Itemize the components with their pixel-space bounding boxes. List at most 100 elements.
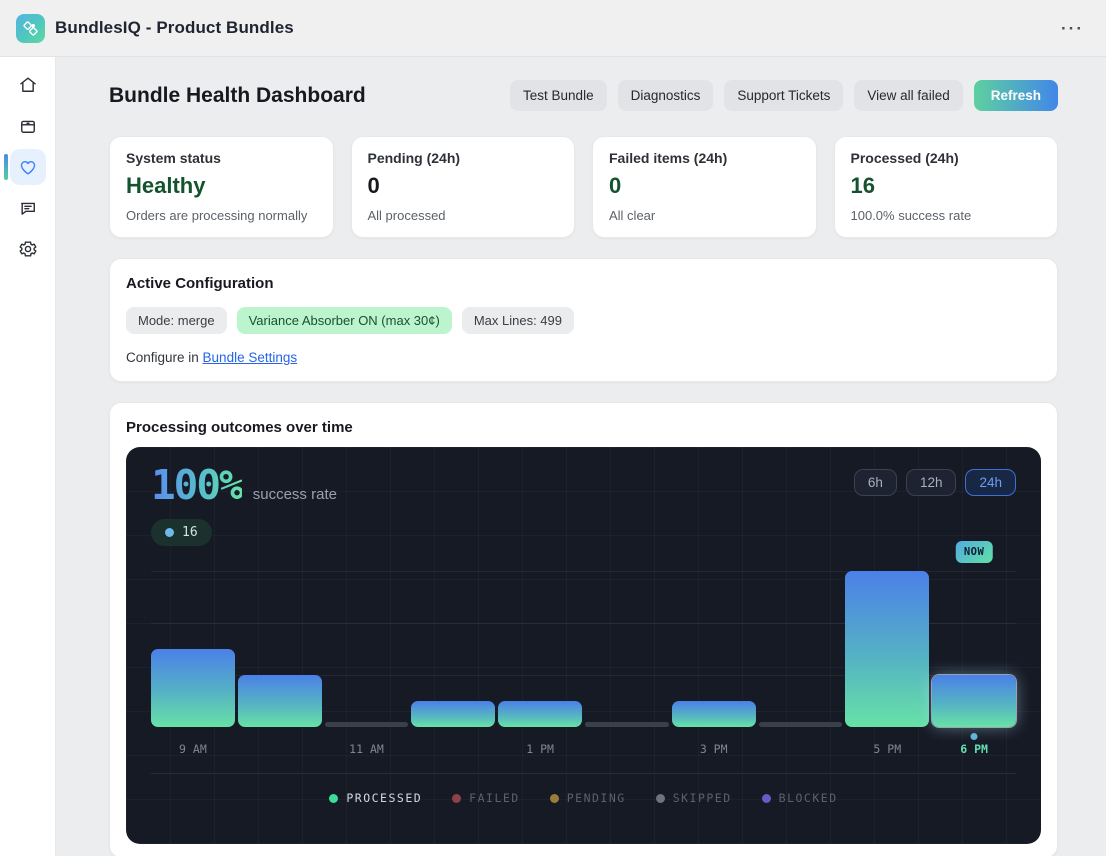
brand: BundlesIQ - Product Bundles [16, 13, 294, 43]
sidebar-item-home[interactable] [10, 67, 46, 103]
status-card: Failed items (24h) 0 All clear [592, 136, 817, 238]
stat-label: Pending (24h) [367, 150, 461, 166]
legend-label: FAILED [469, 791, 520, 805]
view-all-failed-button[interactable]: View all failed [854, 80, 963, 111]
status-card: System status Healthy Orders are processin… [109, 136, 334, 238]
bar-slot [584, 567, 669, 727]
range-button-24h[interactable]: 24h [965, 469, 1016, 496]
status-card: Pending (24h) 0 All processed [350, 136, 575, 238]
configure-prefix: Configure in [126, 350, 203, 365]
messages-icon [18, 198, 38, 218]
bar-6pm[interactable] [932, 675, 1016, 727]
status-cards: System status Healthy Orders are processin… [109, 136, 1058, 238]
processed-count-badge: 16 [151, 519, 212, 546]
sidebar-item-settings[interactable] [10, 231, 46, 267]
configure-note: Configure in Bundle Settings [126, 350, 1041, 365]
test-bundle-button[interactable]: Test Bundle [510, 80, 607, 111]
x-tick-label: 6 PM [960, 742, 988, 756]
now-badge: NOW [955, 541, 993, 563]
home-icon [18, 75, 38, 95]
legend-item-blocked[interactable]: BLOCKED [761, 791, 838, 805]
bar-11am [324, 722, 409, 727]
config-badges: Mode: merge Variance Absorber ON (max 30¢… [126, 307, 1041, 334]
bar-chart: NOW 9 AM 11 AM 1 PM 3 PM 5 PM 6 PM [151, 541, 1016, 756]
legend-dot-icon [329, 793, 339, 803]
bar-slot [411, 567, 496, 727]
legend-dot-icon [549, 793, 559, 803]
stat-subtext: All processed [367, 208, 446, 223]
legend-item-pending[interactable]: PENDING [549, 791, 626, 805]
range-button-12h[interactable]: 12h [905, 469, 957, 496]
x-tick-label [759, 742, 843, 756]
x-tick-label: 9 AM [179, 742, 207, 756]
legend-label: PROCESSED [346, 791, 423, 805]
app-header: BundlesIQ - Product Bundles ··· [0, 0, 1106, 57]
legend-divider [151, 773, 1016, 774]
support-tickets-button[interactable]: Support Tickets [724, 80, 844, 111]
bar-9am[interactable] [151, 649, 235, 727]
x-tick-label [411, 742, 495, 756]
bar-5pm[interactable] [845, 571, 930, 727]
bar-slot [845, 567, 930, 727]
page-actions: Test Bundle Diagnostics Support Tickets Vie… [510, 80, 1058, 111]
refresh-button[interactable]: Refresh [973, 80, 1058, 111]
status-card: Processed (24h) 16 100.0% success rate [833, 136, 1058, 238]
config-badge: Variance Absorber ON (max 30¢) [236, 307, 452, 334]
legend-label: PENDING [566, 791, 626, 805]
success-rate-label: success rate [252, 486, 337, 503]
current-hour-dot [970, 733, 978, 740]
app-logo-icon [16, 13, 45, 43]
bar-12pm[interactable] [411, 701, 496, 727]
legend-item-failed[interactable]: FAILED [452, 791, 520, 805]
bar-slot [237, 567, 322, 727]
stat-value: 0 [367, 173, 380, 198]
bar-2pm [584, 722, 669, 727]
main-content: Bundle Health Dashboard Test Bundle Diagn… [56, 57, 1106, 856]
stat-value: 16 [850, 173, 875, 198]
stat-label: System status [126, 150, 221, 166]
bundle-health-icon [18, 157, 38, 177]
x-tick-label: 1 PM [526, 742, 554, 756]
success-rate: 100% success rate [151, 465, 337, 506]
count-value: 16 [182, 525, 198, 540]
legend-label: SKIPPED [672, 791, 732, 805]
config-badge: Mode: merge [126, 307, 227, 334]
bar-slot [151, 567, 235, 727]
stat-subtext: 100.0% success rate [850, 208, 972, 223]
x-tick-label [238, 742, 322, 756]
chart-panel: 100% success rate 6h 12h 24h 16 NOW 9 AM 11… [126, 447, 1041, 844]
bundle-settings-link[interactable]: Bundle Settings [202, 350, 298, 365]
settings-icon [18, 239, 38, 259]
stat-label: Processed (24h) [850, 150, 959, 166]
x-tick-label [585, 742, 669, 756]
page-title: Bundle Health Dashboard [109, 83, 366, 107]
stat-label: Failed items (24h) [609, 150, 728, 166]
x-tick-label: 3 PM [699, 742, 728, 756]
legend-dot-icon [761, 793, 771, 803]
time-range-switcher: 6h 12h 24h [853, 469, 1016, 496]
bar-3pm[interactable] [671, 701, 756, 727]
chart-title: Processing outcomes over time [126, 419, 353, 436]
success-rate-value: 100% [151, 461, 244, 509]
range-button-6h[interactable]: 6h [853, 469, 897, 496]
bar-4pm [758, 722, 843, 727]
chart-card: Processing outcomes over time 100% succe… [109, 402, 1058, 856]
count-dot-icon [165, 528, 174, 537]
chart-legend: PROCESSED FAILED PENDING SKIPPED BLOCKED [151, 791, 1016, 805]
bar-1pm[interactable] [498, 701, 582, 727]
overflow-menu-button[interactable]: ··· [1061, 18, 1084, 38]
legend-item-processed[interactable]: PROCESSED [329, 791, 422, 805]
sidebar [0, 57, 56, 856]
sidebar-item-messages[interactable] [10, 190, 46, 226]
legend-dot-icon [655, 793, 665, 803]
bar-10am[interactable] [237, 675, 322, 727]
stat-value: Healthy [126, 173, 206, 198]
sidebar-item-bundle-health[interactable] [3, 149, 46, 185]
legend-label: BLOCKED [778, 791, 838, 805]
app-title: BundlesIQ - Product Bundles [55, 18, 294, 37]
legend-item-skipped[interactable]: SKIPPED [655, 791, 732, 805]
sidebar-item-orders[interactable] [10, 108, 46, 144]
active-configuration-card: Active Configuration Mode: merge Variance… [109, 258, 1058, 382]
x-axis-labels: 9 AM 11 AM 1 PM 3 PM 5 PM 6 PM [151, 742, 1016, 756]
diagnostics-button[interactable]: Diagnostics [617, 80, 714, 111]
